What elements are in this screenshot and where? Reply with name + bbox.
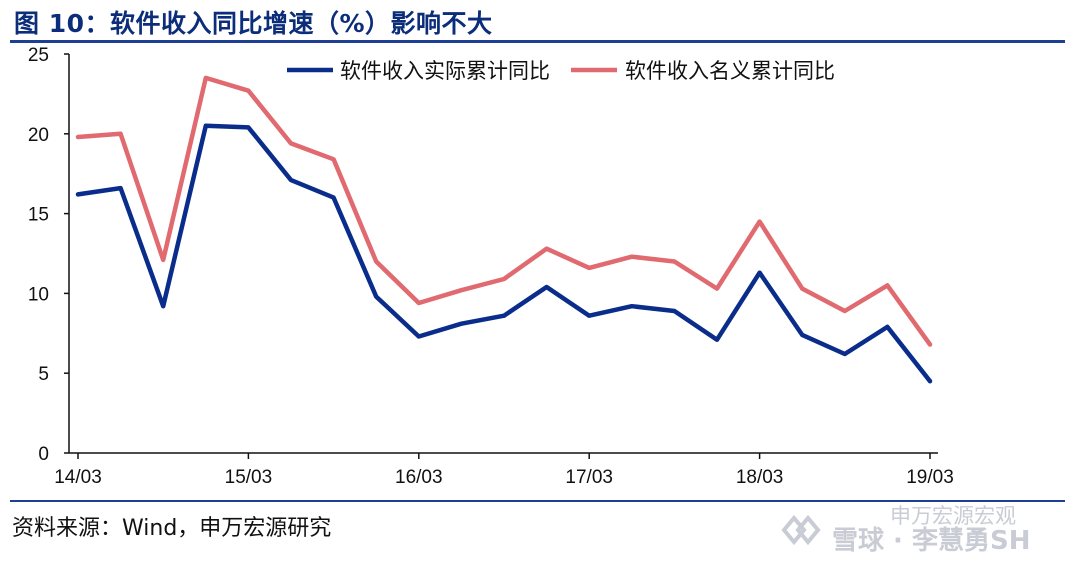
series-line-nominal bbox=[75, 75, 933, 347]
x-tick-label: 18/03 bbox=[736, 467, 784, 488]
watermark-line2: 雪球 · 李慧勇SH bbox=[832, 526, 1031, 556]
source-note: 资料来源：Wind，申万宏源研究 bbox=[12, 516, 332, 541]
y-tick-label: 20 bbox=[28, 125, 49, 146]
y-tick-label: 15 bbox=[28, 205, 49, 226]
source-rule bbox=[10, 500, 1065, 502]
watermark-line1: 申万宏源宏观 bbox=[890, 504, 1016, 528]
chart-title: 图 10：软件收入同比增速（%）影响不大 bbox=[14, 9, 493, 38]
legend-label-nominal: 软件收入名义累计同比 bbox=[625, 59, 835, 83]
chart-legend: 软件收入实际累计同比 软件收入名义累计同比 bbox=[287, 59, 835, 83]
legend-label-real: 软件收入实际累计同比 bbox=[340, 59, 550, 83]
title-rule bbox=[10, 40, 1065, 43]
x-tick-label: 15/03 bbox=[225, 467, 273, 488]
y-tick-label: 10 bbox=[28, 284, 49, 305]
y-tick-label: 25 bbox=[28, 45, 49, 66]
watermark: 申万宏源宏观 雪球 · 李慧勇SH bbox=[780, 500, 1070, 558]
x-tick-label: 14/03 bbox=[54, 467, 102, 488]
y-tick-label: 5 bbox=[38, 364, 49, 385]
line-chart: 0 5 10 15 20 25 14/03 15/03 16/03 17/03 18/03 19/03… bbox=[28, 45, 954, 488]
y-tick-label: 0 bbox=[38, 444, 49, 465]
x-tick-label: 19/03 bbox=[906, 467, 954, 488]
x-tick-label: 16/03 bbox=[395, 467, 443, 488]
chart-series-layer bbox=[75, 75, 933, 384]
series-line-real bbox=[75, 123, 933, 384]
snowball-logo-icon bbox=[781, 514, 821, 546]
x-tick-label: 17/03 bbox=[565, 467, 613, 488]
chart-axes: 0 5 10 15 20 25 14/03 15/03 16/03 17/03 18/03 19/03 bbox=[28, 45, 954, 488]
